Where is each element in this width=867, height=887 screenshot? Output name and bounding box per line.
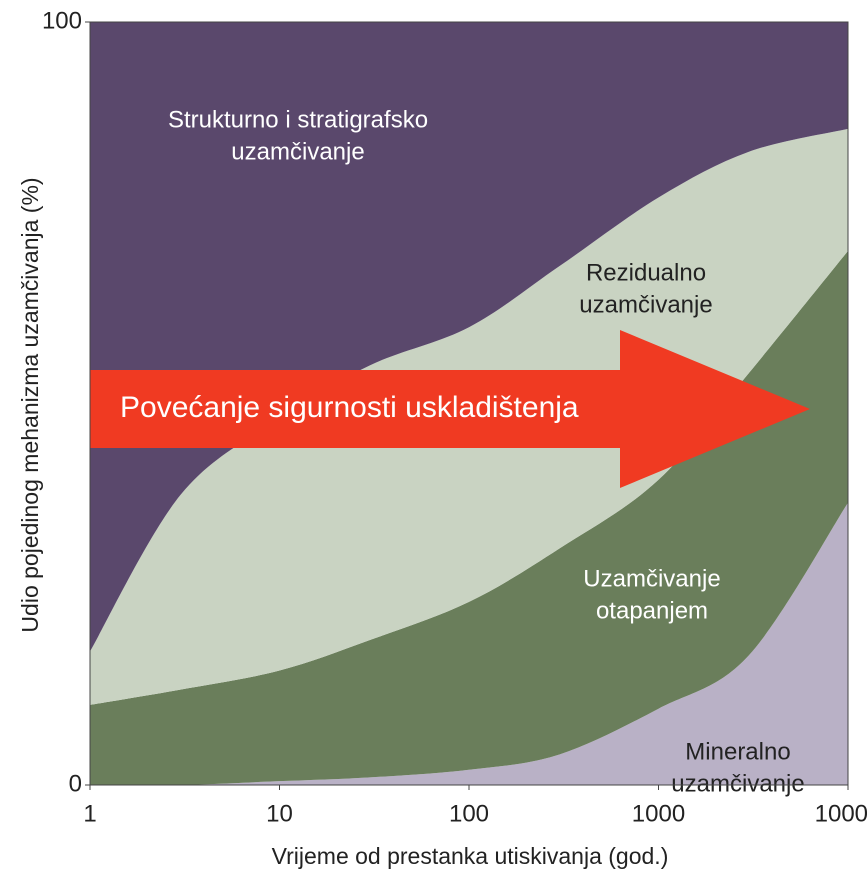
arrow-label: Povećanje sigurnosti uskladištenja bbox=[120, 391, 579, 424]
x-tick-label: 10 bbox=[266, 800, 293, 827]
area-label: Uzamčivanje bbox=[583, 565, 720, 592]
area-label: Rezidualno bbox=[586, 259, 706, 286]
x-axis-label: Vrijeme od prestanka utiskivanja (god.) bbox=[272, 843, 669, 869]
y-axis-label: Udio pojedinog mehanizma uzamčivanja (%) bbox=[17, 177, 43, 632]
area bbox=[90, 250, 848, 786]
x-tick-label: 1 bbox=[83, 800, 96, 827]
area bbox=[90, 502, 848, 786]
area bbox=[90, 22, 848, 652]
area-label: uzamčivanje bbox=[671, 770, 804, 797]
arrow bbox=[90, 330, 810, 488]
area-label: uzamčivanje bbox=[231, 138, 364, 165]
area-label: uzamčivanje bbox=[579, 291, 712, 318]
area-label: otapanjem bbox=[596, 597, 708, 624]
y-tick-label: 100 bbox=[42, 7, 82, 34]
y-tick-label: 0 bbox=[69, 770, 82, 797]
plot-frame bbox=[89, 21, 849, 786]
area-label: Mineralno bbox=[685, 738, 790, 765]
area-label: Strukturno i stratigrafsko bbox=[168, 106, 428, 133]
x-tick-label: 100 bbox=[449, 800, 489, 827]
x-tick-label: 1000 bbox=[632, 800, 685, 827]
